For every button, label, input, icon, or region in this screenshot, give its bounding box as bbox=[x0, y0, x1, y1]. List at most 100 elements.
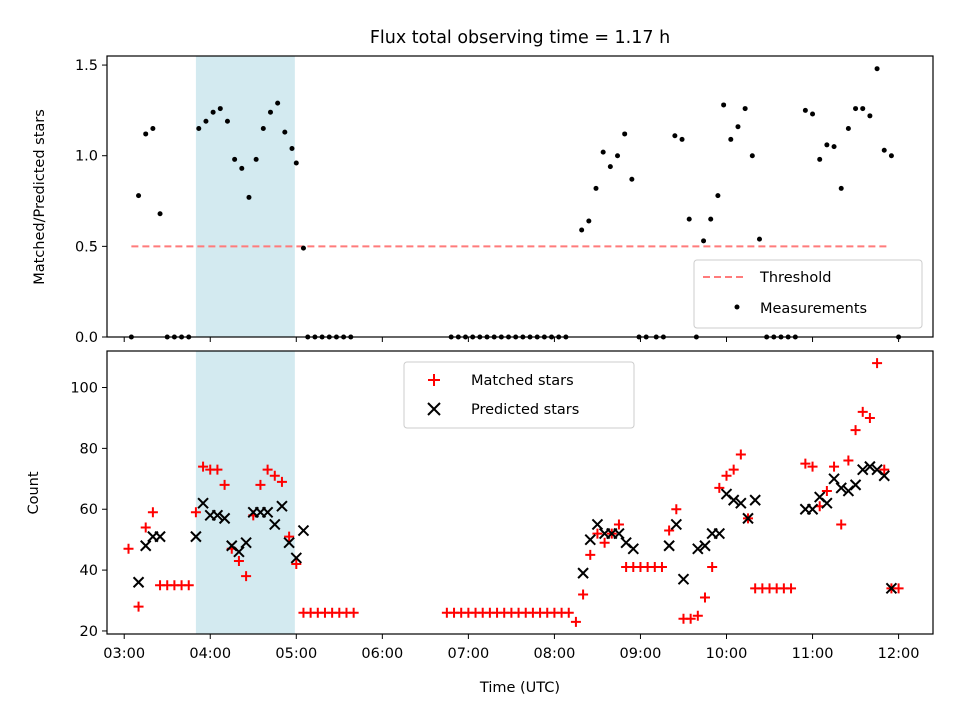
matched-star-point bbox=[836, 519, 847, 530]
matched-star-point bbox=[233, 555, 244, 566]
measurement-point bbox=[282, 129, 288, 135]
predicted-star-point bbox=[218, 512, 231, 525]
y-tick-label: 80 bbox=[80, 441, 98, 457]
measurement-point bbox=[300, 245, 306, 251]
top-y-axis-label: Matched/Predicted stars bbox=[32, 109, 48, 285]
top-axes-frame bbox=[106, 55, 934, 338]
matched-star-point bbox=[893, 583, 904, 594]
matched-star-point bbox=[147, 507, 158, 518]
matched-star-point bbox=[585, 549, 596, 560]
measurement-point bbox=[679, 136, 685, 142]
bottom-x-ticks: 03:00 04:00 05:00 06:00 07:00 08:00 09:00 10:00… bbox=[103, 634, 919, 662]
matched-star-point bbox=[276, 476, 287, 487]
x-tick-label: 11:00 bbox=[792, 646, 834, 662]
matched-star-point bbox=[864, 412, 875, 423]
matched-star-point bbox=[807, 461, 818, 472]
matched-star-point bbox=[857, 406, 868, 417]
matched-star-point bbox=[241, 571, 252, 582]
legend-predicted-label: Predicted stars bbox=[471, 402, 579, 418]
measurement-point bbox=[289, 145, 295, 151]
matched-star-point bbox=[721, 470, 732, 481]
bottom-y-axis-label: Count bbox=[26, 471, 42, 514]
measurement-point bbox=[157, 211, 163, 217]
predicted-star-point bbox=[211, 509, 224, 522]
matched-star-point bbox=[714, 482, 725, 493]
predicted-star-point bbox=[283, 537, 295, 549]
measurement-point bbox=[749, 153, 755, 159]
predicted-star-point bbox=[835, 482, 847, 494]
x-tick-label: 05:00 bbox=[275, 646, 317, 662]
observing-window-shade bbox=[195, 351, 295, 634]
measurement-point bbox=[293, 160, 299, 166]
predicted-star-point bbox=[735, 497, 747, 509]
measurement-point bbox=[742, 106, 748, 112]
measurement-point bbox=[224, 118, 230, 124]
matched-star-point bbox=[843, 455, 854, 466]
matched-star-point bbox=[786, 583, 797, 594]
predicted-star-point bbox=[297, 524, 310, 537]
predicted-star-point bbox=[677, 573, 690, 585]
measurement-point bbox=[735, 124, 741, 130]
matched-star-point bbox=[692, 610, 703, 621]
bottom-axes-frame bbox=[106, 350, 934, 635]
predicted-star-point bbox=[627, 543, 639, 555]
y-tick-label: 60 bbox=[80, 502, 98, 518]
x-tick-label: 09:00 bbox=[620, 646, 662, 662]
matched-star-point bbox=[699, 592, 710, 603]
x-tick-label: 03:00 bbox=[103, 646, 145, 662]
measurement-point bbox=[607, 164, 613, 170]
matched-star-point bbox=[800, 458, 811, 469]
measurement-point bbox=[232, 156, 238, 162]
measurement-point bbox=[728, 136, 734, 142]
predicted-star-point bbox=[154, 530, 166, 543]
measurement-point bbox=[672, 133, 678, 139]
predicted-star-point bbox=[190, 530, 202, 543]
top-plot-area bbox=[128, 56, 902, 340]
top-y-ticks: 0.0 0.5 1.0 1.5 bbox=[75, 58, 107, 346]
bottom-legend-box bbox=[403, 361, 635, 429]
predicted-star-point bbox=[613, 527, 625, 540]
measurement-point bbox=[708, 216, 714, 222]
predicted-star-point bbox=[713, 527, 726, 540]
measurement-point bbox=[867, 113, 873, 119]
y-tick-label: 0.5 bbox=[75, 239, 98, 255]
measurement-point bbox=[600, 149, 606, 155]
predicted-star-point bbox=[240, 537, 252, 549]
measurement-point bbox=[881, 147, 887, 153]
measurement-point bbox=[239, 165, 245, 171]
matched-star-point bbox=[291, 559, 302, 570]
measurement-point bbox=[853, 106, 859, 112]
legend-threshold-label: Threshold bbox=[759, 270, 831, 286]
measurement-point bbox=[810, 111, 816, 117]
matched-star-point bbox=[133, 601, 144, 612]
matched-star-point bbox=[578, 589, 589, 600]
measurement-point bbox=[838, 185, 844, 191]
matched-star-point bbox=[728, 464, 739, 475]
matched-star-point bbox=[269, 470, 280, 481]
y-tick-label: 20 bbox=[80, 624, 98, 640]
bottom-legend: Matched stars Predicted stars bbox=[403, 361, 635, 429]
predicted-star-point bbox=[233, 546, 245, 558]
predicted-star-point bbox=[849, 479, 862, 491]
y-tick-label: 100 bbox=[70, 381, 98, 397]
y-tick-label: 1.5 bbox=[75, 58, 98, 74]
measurement-point bbox=[888, 153, 894, 159]
predicted-star-point bbox=[821, 497, 833, 509]
x-tick-label: 10:00 bbox=[706, 646, 748, 662]
measurement-point bbox=[831, 144, 837, 150]
measurement-point bbox=[701, 238, 707, 244]
matched-star-point bbox=[656, 562, 667, 573]
measurement-point bbox=[845, 126, 851, 132]
matched-star-point bbox=[671, 504, 682, 515]
predicted-star-point bbox=[290, 552, 302, 564]
matched-star-point bbox=[190, 507, 201, 518]
matched-star-point bbox=[829, 461, 840, 472]
predicted-star-point bbox=[591, 518, 604, 531]
measurement-point bbox=[150, 126, 156, 132]
count-panel: Count 20 40 60 80 100 03:00 04:00 05:00 06:00 07… bbox=[26, 350, 934, 696]
measurement-point bbox=[253, 156, 259, 162]
y-tick-label: 40 bbox=[80, 563, 98, 579]
top-legend-box bbox=[693, 259, 923, 329]
predicted-star-point bbox=[857, 463, 869, 476]
